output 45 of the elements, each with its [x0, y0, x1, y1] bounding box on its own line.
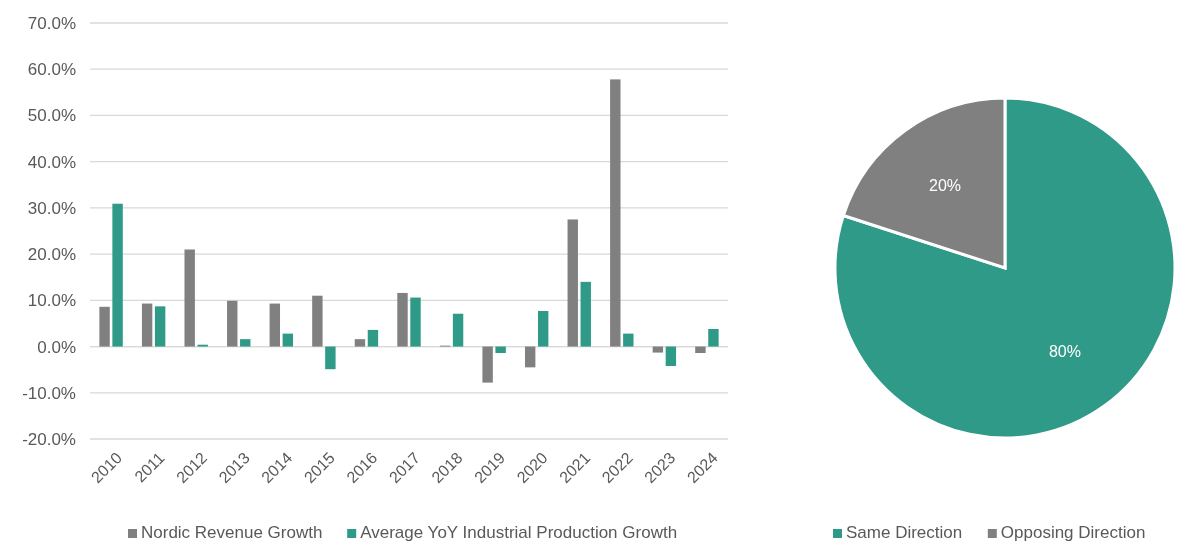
bar	[524, 346, 536, 368]
y-tick-label: 0.0%	[37, 337, 76, 357]
legend-label: Opposing Direction	[1000, 523, 1146, 542]
bar	[184, 249, 195, 347]
legend-label: Average YoY Industrial Production Growth	[360, 523, 678, 542]
bar	[282, 333, 294, 347]
y-tick-label: 20.0%	[27, 245, 76, 265]
bar	[154, 306, 166, 347]
y-tick-label: -20.0%	[22, 430, 76, 449]
y-tick-label: 70.0%	[27, 14, 76, 33]
y-tick-label: 40.0%	[27, 152, 76, 172]
bar	[227, 300, 238, 347]
bar	[99, 306, 110, 347]
y-tick-label: 60.0%	[27, 60, 76, 80]
y-tick-label: 30.0%	[27, 198, 76, 218]
bar	[141, 303, 153, 347]
bar	[495, 346, 506, 354]
legend-label: Same Direction	[846, 523, 963, 542]
bar	[580, 281, 591, 347]
bar	[652, 346, 664, 353]
bar	[610, 79, 621, 347]
y-tick-label: 10.0%	[27, 291, 76, 311]
bar	[567, 219, 578, 347]
y-tick-label: 50.0%	[27, 106, 76, 126]
bar	[367, 329, 379, 347]
bar	[537, 310, 549, 347]
y-tick-label: -10.0%	[22, 383, 76, 403]
bar	[269, 303, 281, 347]
bar	[482, 346, 493, 383]
bar	[354, 339, 366, 347]
bar	[397, 292, 408, 347]
bar	[112, 203, 123, 347]
bar	[452, 313, 464, 347]
bar	[410, 297, 421, 347]
pie-slice	[833, 96, 1177, 440]
legend-label: Nordic Revenue Growth	[141, 523, 323, 542]
bar	[708, 328, 719, 347]
bar	[665, 346, 677, 366]
bar	[623, 333, 634, 347]
bar	[325, 346, 336, 370]
bar	[312, 295, 323, 347]
data-label: 80%	[1048, 342, 1081, 360]
data-label: 20%	[929, 177, 962, 195]
bar	[695, 346, 706, 354]
bar	[240, 339, 251, 347]
